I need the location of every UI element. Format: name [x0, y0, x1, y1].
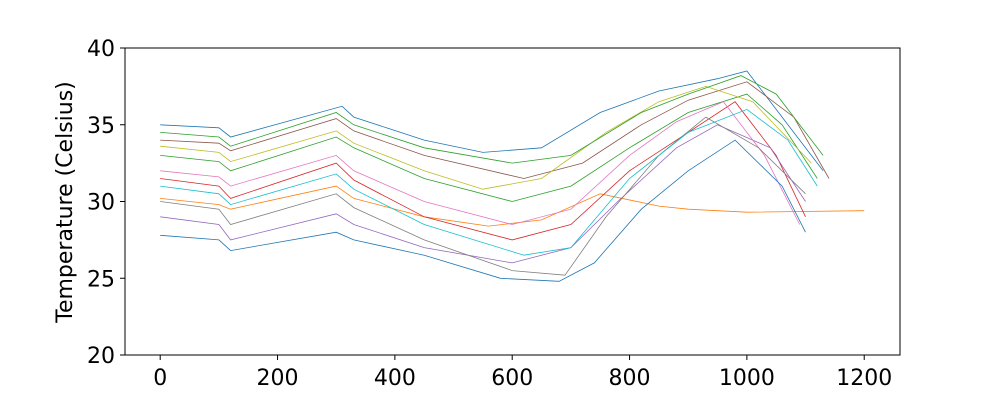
x-tick-label: 1000: [719, 366, 775, 391]
series-line: [160, 93, 818, 202]
y-tick-label: 40: [87, 37, 115, 62]
series-line: [160, 85, 812, 190]
series-line: [160, 108, 818, 256]
series-line: [160, 101, 801, 225]
x-tick-label: 800: [609, 366, 651, 391]
y-tick-label: 30: [87, 191, 115, 216]
x-tick-label: 1200: [836, 366, 892, 391]
y-tick-label: 25: [87, 267, 115, 292]
series-line: [160, 101, 806, 241]
y-tick-label: 35: [87, 114, 115, 139]
series-line: [160, 185, 865, 227]
y-tick-label: 20: [87, 344, 115, 369]
x-tick-label: 400: [374, 366, 416, 391]
x-tick-label: 0: [153, 366, 167, 391]
series-line: [160, 124, 806, 264]
series-line: [160, 75, 824, 164]
x-tick-label: 600: [491, 366, 533, 391]
y-axis-label: Temperature (Celsius): [53, 81, 78, 324]
series-line: [160, 116, 806, 276]
x-tick-label: 200: [257, 366, 299, 391]
series-line: [160, 81, 830, 179]
series-line: [160, 70, 824, 172]
series-line: [160, 139, 806, 282]
